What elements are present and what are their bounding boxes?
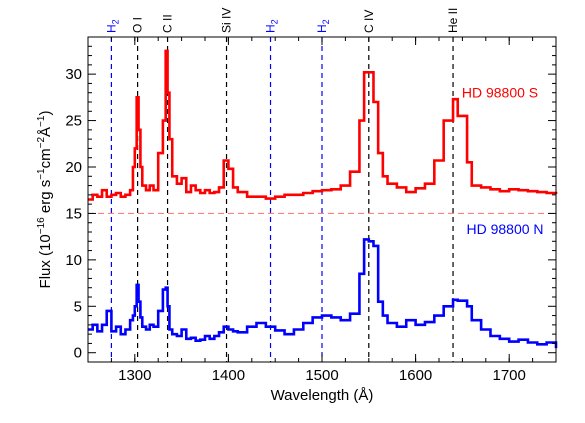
spectral-line-name: H <box>264 24 278 33</box>
spectral-line-name: C II <box>161 14 175 33</box>
spectral-line-label: H2 <box>104 19 120 33</box>
x-axis-title: Wavelength (Å) <box>271 387 374 404</box>
spectral-line-label: Si IV <box>220 8 234 33</box>
y-tick-label: 25 <box>65 113 82 130</box>
spectral-line-subscript: 2 <box>270 19 280 24</box>
spectral-line-name: H <box>104 24 118 33</box>
y-tick-label: 15 <box>65 205 82 222</box>
y-axis-title: Flux (10−16 erg s−1cm−2Å−1) <box>36 111 54 289</box>
spectral-line-label: C II <box>161 14 175 33</box>
y-axis-title-text: Å <box>37 127 54 137</box>
y-tick-label: 30 <box>65 66 82 83</box>
x-tick-label: 1300 <box>118 367 151 384</box>
series-labels: HD 98800 S HD 98800 N <box>462 84 544 237</box>
x-tick-label: 1600 <box>399 367 432 384</box>
x-tick-label: 1500 <box>305 367 338 384</box>
series-line <box>88 49 558 201</box>
spectral-line-label: C IV <box>362 10 376 33</box>
x-tick-label: 1400 <box>212 367 245 384</box>
y-tick-label: 5 <box>74 298 82 315</box>
x-tick-label: 1700 <box>493 367 526 384</box>
spectral-line-name: Si IV <box>220 8 234 33</box>
y-tick-label: 10 <box>65 252 82 269</box>
spectral-line-name: H <box>315 24 329 33</box>
y-axis-title-text: erg s <box>37 180 54 218</box>
spectral-line-label: O I <box>131 17 145 33</box>
spectral-line-name: He II <box>446 8 460 33</box>
y-tick-label: 20 <box>65 159 82 176</box>
spectral-line-markers <box>110 37 454 362</box>
y-axis-title-text: Flux (10 <box>37 234 54 288</box>
axis-ticks: 1300 1400 1500 1600 1700 0 5 10 15 20 25 30 <box>65 37 557 384</box>
y-axis-title-text: cm <box>37 148 54 168</box>
spectral-line-label: H2 <box>264 19 280 33</box>
spectral-line-name: C IV <box>362 10 376 33</box>
spectral-line-label: H2 <box>315 19 331 33</box>
spectral-line-subscript: 2 <box>321 19 331 24</box>
y-tick-label: 0 <box>74 345 82 362</box>
y-axis-title-exponent: −1 <box>36 115 47 127</box>
y-axis-title-text: ) <box>37 111 54 116</box>
series-line <box>88 238 558 349</box>
y-axis-title-exponent: −2 <box>36 137 47 149</box>
y-axis-title-exponent: −16 <box>36 217 47 234</box>
series-label: HD 98800 N <box>466 221 543 237</box>
y-axis-title-exponent: −1 <box>36 168 47 180</box>
spectral-line-subscript: 2 <box>110 19 120 24</box>
series-group <box>88 49 558 349</box>
spectral-line-label: He II <box>446 8 460 33</box>
series-label: HD 98800 S <box>462 84 538 100</box>
spectral-line-name: O I <box>131 17 145 33</box>
